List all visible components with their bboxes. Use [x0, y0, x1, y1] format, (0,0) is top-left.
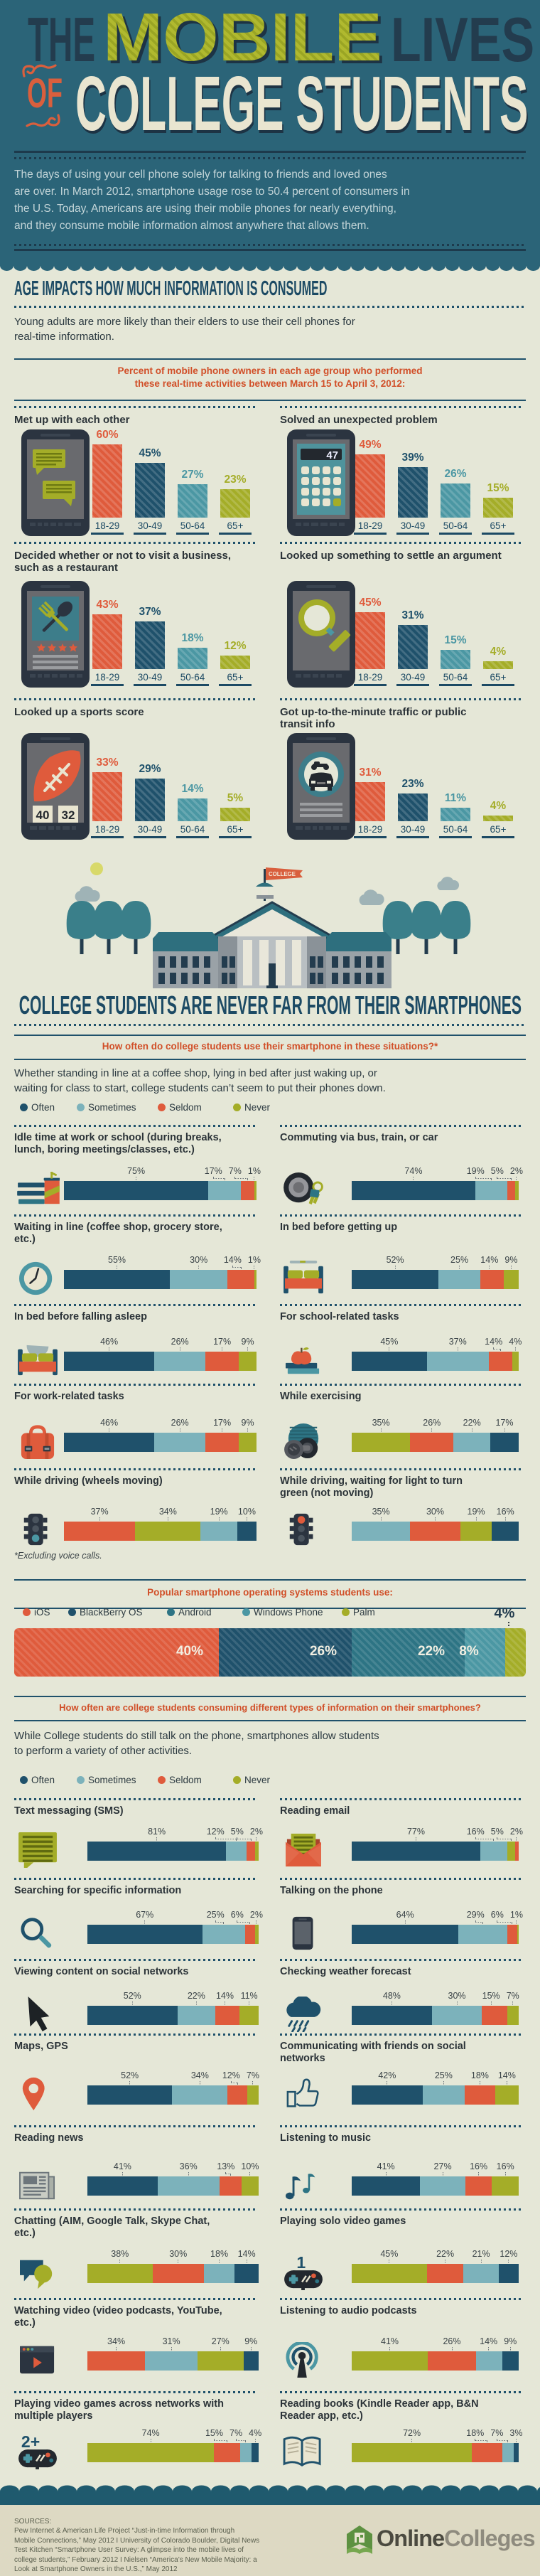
svg-text:2+: 2+	[21, 2434, 40, 2451]
svg-text:47: 47	[326, 449, 338, 461]
svg-text:32: 32	[62, 808, 75, 822]
svg-text:1: 1	[296, 2255, 306, 2272]
svg-text:COLLEGE: COLLEGE	[269, 871, 296, 877]
svg-text:40: 40	[36, 808, 50, 822]
